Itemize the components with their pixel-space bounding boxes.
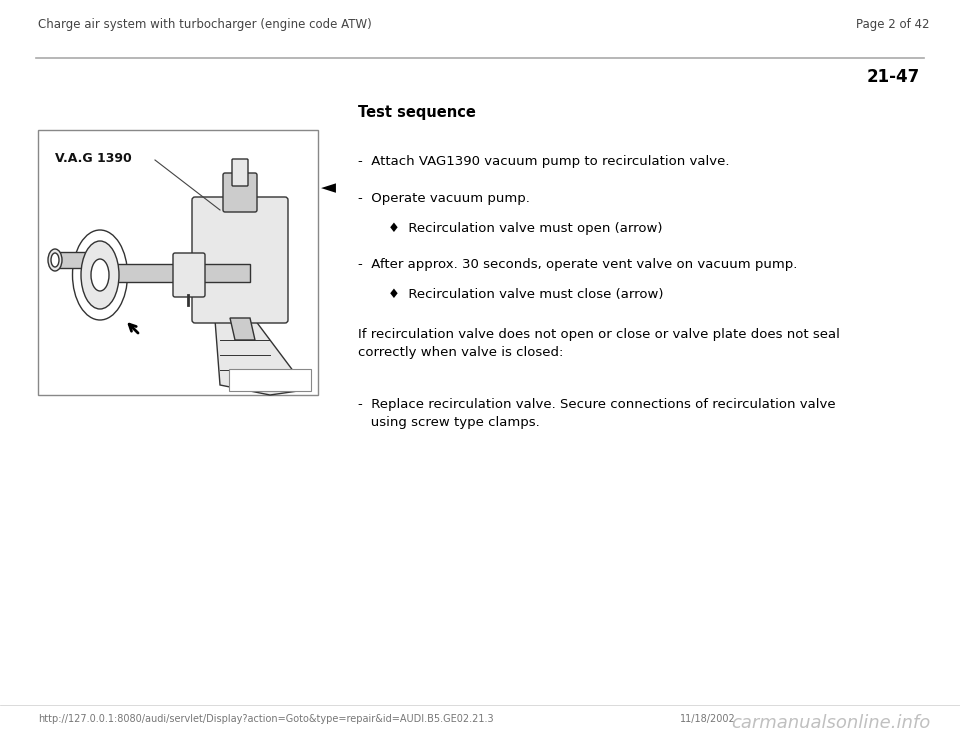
FancyBboxPatch shape [229, 369, 311, 391]
FancyBboxPatch shape [232, 159, 248, 186]
FancyBboxPatch shape [173, 253, 205, 297]
Text: ◄: ◄ [321, 179, 335, 197]
Bar [55, 252, 100, 268]
Ellipse shape [85, 245, 115, 305]
Text: ♦  Recirculation valve must open (arrow): ♦ Recirculation valve must open (arrow) [388, 222, 662, 235]
Text: http://127.0.0.1:8080/audi/servlet/Display?action=Goto&type=repair&id=AUDI.B5.GE: http://127.0.0.1:8080/audi/servlet/Displ… [38, 714, 493, 724]
Text: 11/18/2002: 11/18/2002 [680, 714, 735, 724]
Ellipse shape [81, 241, 119, 309]
Text: -  After approx. 30 seconds, operate vent valve on vacuum pump.: - After approx. 30 seconds, operate vent… [358, 258, 798, 271]
Text: Page 2 of 42: Page 2 of 42 [856, 18, 930, 31]
Text: 21-47: 21-47 [867, 68, 920, 86]
Text: V.A.G 1390: V.A.G 1390 [55, 152, 132, 165]
Text: -  Operate vacuum pump.: - Operate vacuum pump. [358, 192, 530, 205]
Ellipse shape [91, 259, 109, 291]
Polygon shape [230, 318, 255, 340]
FancyBboxPatch shape [223, 173, 257, 212]
FancyBboxPatch shape [192, 197, 288, 323]
Text: If recirculation valve does not open or close or valve plate does not seal
corre: If recirculation valve does not open or … [358, 328, 840, 359]
Bar [110, 264, 250, 282]
Text: Charge air system with turbocharger (engine code ATW): Charge air system with turbocharger (eng… [38, 18, 372, 31]
Ellipse shape [73, 230, 128, 320]
Ellipse shape [51, 253, 59, 267]
Bar [38, 130, 318, 395]
Text: carmanualsonline.info: carmanualsonline.info [731, 714, 930, 732]
Text: Test sequence: Test sequence [358, 105, 476, 120]
Polygon shape [215, 320, 305, 395]
Ellipse shape [48, 249, 62, 271]
Text: -  Replace recirculation valve. Secure connections of recirculation valve
   usi: - Replace recirculation valve. Secure co… [358, 398, 835, 429]
Text: ♦  Recirculation valve must close (arrow): ♦ Recirculation valve must close (arrow) [388, 288, 663, 301]
Text: -  Attach VAG1390 vacuum pump to recirculation valve.: - Attach VAG1390 vacuum pump to recircul… [358, 155, 730, 168]
Text: V21-0074: V21-0074 [245, 373, 295, 383]
